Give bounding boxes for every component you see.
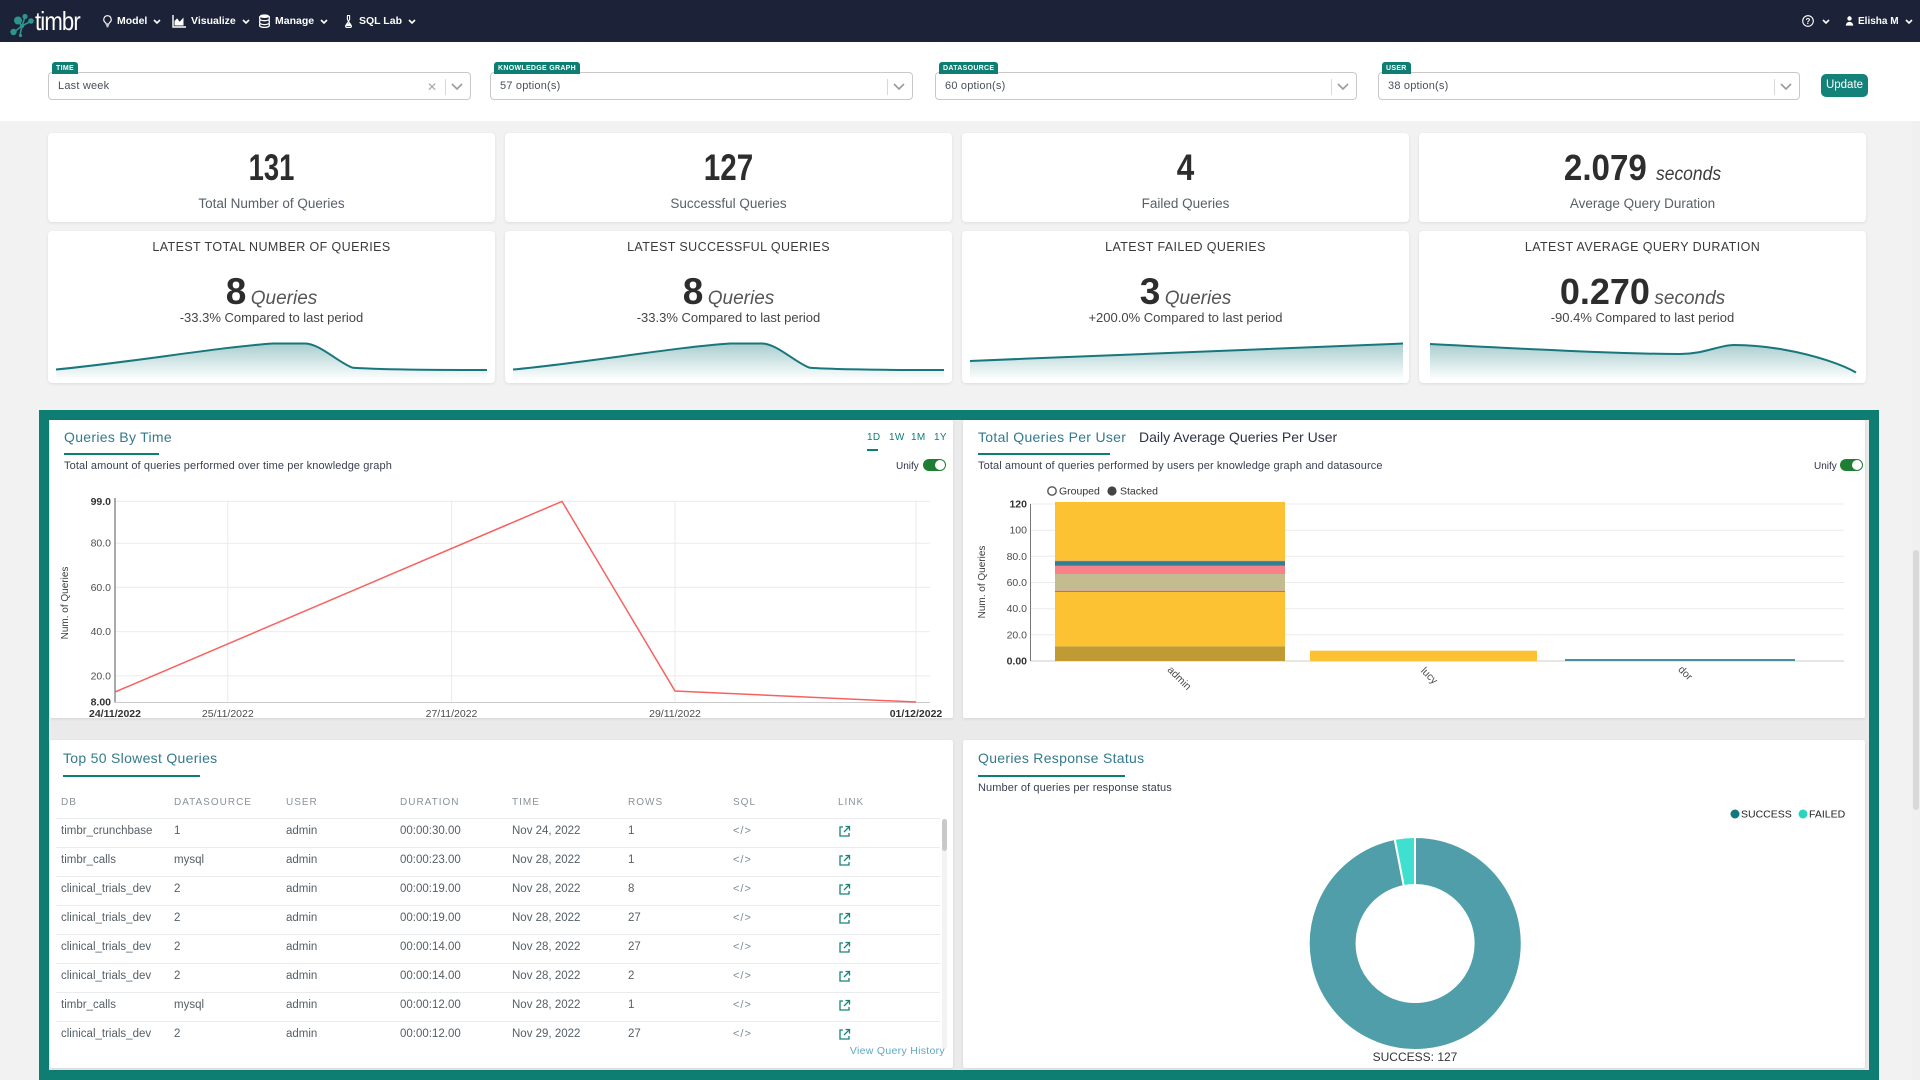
svg-text:8.00: 8.00 (91, 697, 112, 709)
svg-text:80.0: 80.0 (1007, 551, 1028, 563)
svg-text:SUCCESS: SUCCESS (1741, 809, 1792, 821)
svg-text:FAILED: FAILED (1809, 809, 1846, 821)
svg-text:Grouped: Grouped (1059, 486, 1100, 498)
svg-text:27/11/2022: 27/11/2022 (426, 708, 478, 718)
svg-text:24/11/2022: 24/11/2022 (89, 708, 141, 718)
svg-text:admin: admin (1165, 664, 1194, 693)
svg-text:120: 120 (1009, 499, 1027, 511)
svg-text:60.0: 60.0 (91, 582, 112, 594)
svg-text:99.0: 99.0 (91, 496, 112, 508)
svg-text:Stacked: Stacked (1120, 486, 1158, 498)
svg-text:60.0: 60.0 (1007, 577, 1028, 589)
svg-text:0.00: 0.00 (1007, 656, 1028, 668)
svg-text:40.0: 40.0 (1007, 603, 1028, 615)
svg-text:40.0: 40.0 (91, 626, 112, 638)
svg-text:lucy: lucy (1418, 665, 1440, 687)
svg-text:29/11/2022: 29/11/2022 (649, 708, 701, 718)
svg-text:20.0: 20.0 (91, 670, 112, 682)
svg-text:20.0: 20.0 (1007, 629, 1028, 641)
svg-text:100: 100 (1009, 525, 1027, 537)
svg-text:?: ? (1806, 17, 1811, 26)
svg-text:SUCCESS: 127: SUCCESS: 127 (1373, 1050, 1458, 1064)
svg-text:dor: dor (1676, 664, 1696, 684)
svg-text:01/12/2022: 01/12/2022 (890, 708, 943, 718)
svg-text:25/11/2022: 25/11/2022 (202, 708, 254, 718)
svg-text:Num. of Queries: Num. of Queries (60, 567, 71, 640)
svg-text:80.0: 80.0 (91, 538, 112, 550)
svg-text:Num. of Queries: Num. of Queries (977, 546, 988, 619)
